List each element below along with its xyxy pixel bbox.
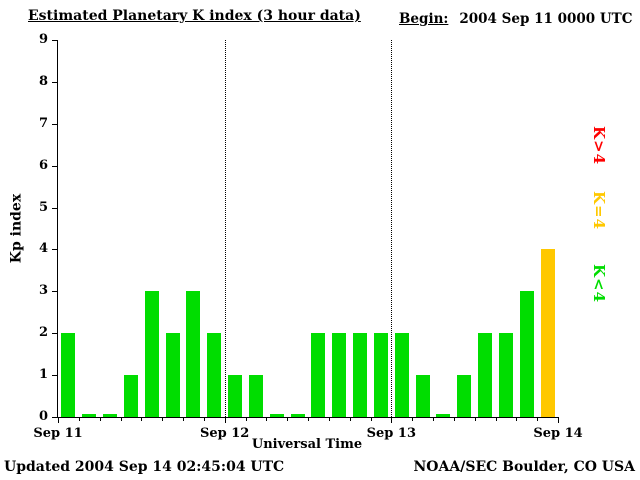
x-minor-tick xyxy=(516,417,518,421)
kp-bar xyxy=(373,333,388,417)
x-minor-tick xyxy=(474,417,476,421)
x-minor-tick xyxy=(141,417,143,421)
y-tick-label: 7 xyxy=(38,115,48,131)
kp-bar xyxy=(103,414,118,417)
x-minor-tick xyxy=(349,417,351,421)
source-text: NOAA/SEC Boulder, CO USA xyxy=(413,459,636,475)
y-tick xyxy=(52,417,58,418)
y-tick xyxy=(52,123,58,125)
y-tick xyxy=(52,81,58,83)
kp-bar xyxy=(82,414,97,417)
kp-bar xyxy=(165,333,180,417)
y-tick xyxy=(52,207,58,209)
kp-bar xyxy=(457,375,472,417)
y-tick-label: 8 xyxy=(38,73,48,89)
x-axis-title: Universal Time xyxy=(251,437,363,452)
kp-bar xyxy=(186,291,201,417)
y-tick-label: 4 xyxy=(38,241,48,257)
kp-bar xyxy=(207,333,222,417)
y-tick-label: 1 xyxy=(38,367,48,383)
chart-title: Estimated Planetary K index (3 hour data… xyxy=(28,8,361,24)
kp-bar xyxy=(519,291,534,417)
x-minor-tick xyxy=(412,417,414,421)
kp-bar xyxy=(332,333,347,417)
begin-label: Begin: xyxy=(399,11,449,27)
x-minor-tick xyxy=(328,417,330,421)
kp-bar xyxy=(144,291,159,417)
legend: K>4 K=4 K<4 xyxy=(590,0,610,480)
y-tick xyxy=(52,165,58,167)
kp-bar xyxy=(415,375,430,417)
day-gridline xyxy=(391,40,393,417)
x-minor-tick xyxy=(370,417,372,421)
x-minor-tick xyxy=(203,417,205,421)
y-tick xyxy=(52,291,58,293)
y-tick-label: 2 xyxy=(38,325,48,341)
y-tick-label: 9 xyxy=(38,32,48,47)
y-tick-label: 6 xyxy=(38,157,48,173)
x-minor-tick xyxy=(183,417,184,421)
kp-bar xyxy=(123,375,138,417)
x-minor-tick xyxy=(453,417,455,421)
kp-bar xyxy=(436,414,451,417)
x-minor-tick xyxy=(287,417,289,421)
x-minor-tick xyxy=(308,417,309,421)
x-tick-label: Sep 13 xyxy=(366,426,417,441)
legend-item: K<4 xyxy=(590,264,608,304)
x-minor-tick xyxy=(99,417,101,421)
plot-area: 0 1 2 3 4 5 6 7 8 9 Sep 11 Sep 12 Sep 13 Sep 14 xyxy=(33,32,582,441)
x-major-tick xyxy=(391,417,393,423)
y-tick-label: 3 xyxy=(38,283,48,299)
begin-value: 2004 Sep 11 0000 UTC xyxy=(459,11,633,27)
kp-bar xyxy=(61,333,76,417)
y-axis-title: Kp index xyxy=(8,193,25,264)
x-major-tick xyxy=(558,417,559,423)
x-minor-tick xyxy=(120,417,122,421)
x-minor-tick xyxy=(433,417,434,421)
y-tick xyxy=(52,333,58,335)
x-major-tick xyxy=(58,417,59,423)
x-minor-tick xyxy=(495,417,497,421)
kp-bar xyxy=(228,375,243,417)
legend-item: K=4 xyxy=(590,191,608,231)
updated-text: Updated 2004 Sep 14 02:45:04 UTC xyxy=(4,459,285,475)
day-gridline xyxy=(224,40,226,417)
y-tick xyxy=(52,249,58,251)
x-tick-label: Sep 14 xyxy=(533,426,583,441)
y-tick xyxy=(52,40,58,41)
kp-bar xyxy=(290,414,305,417)
kp-bar xyxy=(248,375,263,417)
begin-line: Begin: 2004 Sep 11 0000 UTC xyxy=(399,11,632,27)
y-tick xyxy=(52,375,58,377)
kp-bar xyxy=(269,414,284,417)
kp-bar xyxy=(478,333,493,417)
kp-bar xyxy=(498,333,513,417)
x-tick-label: Sep 12 xyxy=(199,426,250,441)
x-tick-label: Sep 11 xyxy=(33,426,83,441)
kp-bar xyxy=(353,333,368,417)
y-tick-label: 0 xyxy=(38,409,48,424)
legend-item: K>4 xyxy=(590,126,608,166)
x-minor-tick xyxy=(266,417,268,421)
kp-bar xyxy=(394,333,409,417)
kp-bar xyxy=(540,249,555,417)
kp-bar xyxy=(311,333,326,417)
x-minor-tick xyxy=(162,417,164,421)
x-minor-tick xyxy=(78,417,80,421)
x-minor-tick xyxy=(537,417,539,421)
y-tick-label: 5 xyxy=(38,199,48,215)
x-major-tick xyxy=(224,417,226,423)
x-minor-tick xyxy=(245,417,247,421)
